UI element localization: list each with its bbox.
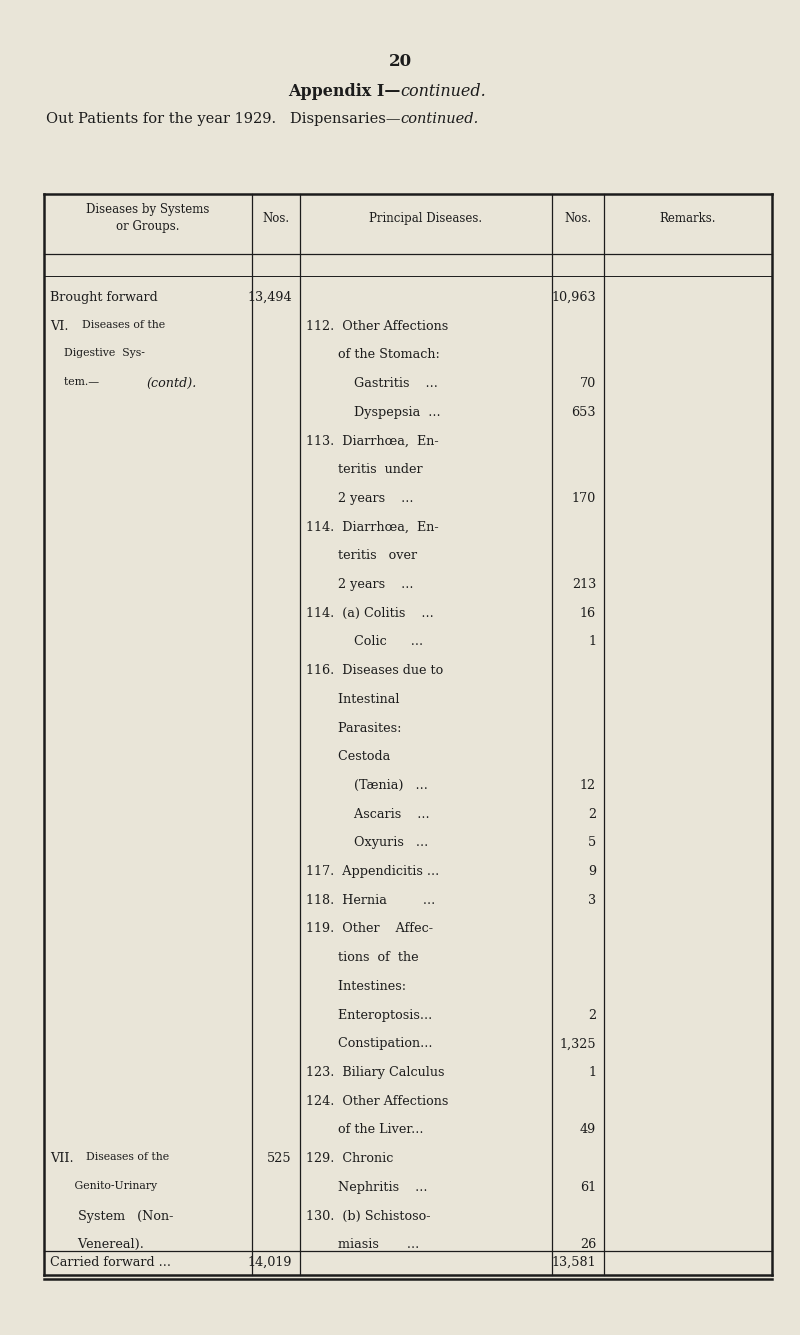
Text: 117.  Appendicitis ...: 117. Appendicitis ... xyxy=(306,865,440,878)
Text: Dyspepsia  ...: Dyspepsia ... xyxy=(306,406,441,419)
Text: teritis   over: teritis over xyxy=(306,550,418,562)
Text: Cestoda: Cestoda xyxy=(306,750,390,764)
Text: teritis  under: teritis under xyxy=(306,463,423,477)
Text: Brought forward: Brought forward xyxy=(50,291,158,304)
Text: Colic      ...: Colic ... xyxy=(306,635,423,649)
Text: Digestive  Sys-: Digestive Sys- xyxy=(50,348,146,358)
Text: 1: 1 xyxy=(588,635,596,649)
Text: Nephritis    ...: Nephritis ... xyxy=(306,1180,428,1193)
Text: 119.  Other    Affec-: 119. Other Affec- xyxy=(306,922,434,936)
Text: 2 years    ...: 2 years ... xyxy=(306,491,414,505)
Text: tions  of  the: tions of the xyxy=(306,951,419,964)
Text: (contd).: (contd). xyxy=(146,376,197,390)
Text: 16: 16 xyxy=(580,606,596,619)
Text: of the Liver...: of the Liver... xyxy=(306,1123,424,1136)
Text: Out Patients for the year 1929.   Dispensaries—: Out Patients for the year 1929. Dispensa… xyxy=(46,112,400,125)
Text: 114.  (a) Colitis    ...: 114. (a) Colitis ... xyxy=(306,606,434,619)
Text: 1: 1 xyxy=(588,1065,596,1079)
Text: Intestinal: Intestinal xyxy=(306,693,400,706)
Text: Oxyuris   ...: Oxyuris ... xyxy=(306,836,429,849)
Text: System   (Non-: System (Non- xyxy=(50,1210,174,1223)
Text: Intestines:: Intestines: xyxy=(306,980,406,993)
Text: 112.  Other Affections: 112. Other Affections xyxy=(306,319,449,332)
Text: 13,581: 13,581 xyxy=(551,1256,596,1270)
Text: 170: 170 xyxy=(572,491,596,505)
Text: tem.—: tem.— xyxy=(50,376,99,387)
Text: Appendix I—: Appendix I— xyxy=(288,83,400,100)
Text: Enteroptosis...: Enteroptosis... xyxy=(306,1009,433,1021)
Text: (Tænia)   ...: (Tænia) ... xyxy=(306,778,428,792)
Text: 2: 2 xyxy=(588,1009,596,1021)
Text: Diseases of the: Diseases of the xyxy=(82,319,166,330)
Text: Nos.: Nos. xyxy=(262,212,290,224)
Text: 49: 49 xyxy=(580,1123,596,1136)
Text: Diseases by Systems
or Groups.: Diseases by Systems or Groups. xyxy=(86,203,210,234)
Text: 20: 20 xyxy=(389,53,411,71)
Text: 10,963: 10,963 xyxy=(551,291,596,304)
Text: 123.  Biliary Calculus: 123. Biliary Calculus xyxy=(306,1065,445,1079)
Text: miasis       ...: miasis ... xyxy=(306,1238,420,1251)
Text: of the Stomach:: of the Stomach: xyxy=(306,348,440,362)
Text: Venereal).: Venereal). xyxy=(50,1238,144,1251)
Text: 70: 70 xyxy=(580,376,596,390)
Text: VI.: VI. xyxy=(50,319,82,332)
Text: 114.  Diarrhœa,  En-: 114. Diarrhœa, En- xyxy=(306,521,439,534)
Text: Carried forward ...: Carried forward ... xyxy=(50,1256,171,1270)
Text: continued.: continued. xyxy=(400,112,478,125)
Text: 213: 213 xyxy=(572,578,596,591)
Text: 2: 2 xyxy=(588,808,596,821)
Text: Nos.: Nos. xyxy=(565,212,591,224)
Text: Genito-Urinary: Genito-Urinary xyxy=(50,1180,158,1191)
Text: Principal Diseases.: Principal Diseases. xyxy=(370,212,482,224)
Text: Diseases of the: Diseases of the xyxy=(86,1152,170,1161)
Text: Remarks.: Remarks. xyxy=(660,212,716,224)
Text: 9: 9 xyxy=(588,865,596,878)
Text: Constipation...: Constipation... xyxy=(306,1037,433,1051)
Text: 124.  Other Affections: 124. Other Affections xyxy=(306,1095,449,1108)
Text: Ascaris    ...: Ascaris ... xyxy=(306,808,430,821)
Text: Parasites:: Parasites: xyxy=(306,721,402,734)
Text: 1,325: 1,325 xyxy=(559,1037,596,1051)
Text: 3: 3 xyxy=(588,894,596,906)
Text: Gastritis    ...: Gastritis ... xyxy=(306,376,438,390)
Text: 118.  Hernia         ...: 118. Hernia ... xyxy=(306,894,436,906)
Text: 129.  Chronic: 129. Chronic xyxy=(306,1152,394,1165)
Text: 14,019: 14,019 xyxy=(247,1256,292,1270)
Text: 116.  Diseases due to: 116. Diseases due to xyxy=(306,663,444,677)
Text: VII.: VII. xyxy=(50,1152,78,1165)
Text: 653: 653 xyxy=(571,406,596,419)
Text: 12: 12 xyxy=(580,778,596,792)
Text: 26: 26 xyxy=(580,1238,596,1251)
Text: 5: 5 xyxy=(588,836,596,849)
Text: 2 years    ...: 2 years ... xyxy=(306,578,414,591)
Text: 61: 61 xyxy=(580,1180,596,1193)
Text: 525: 525 xyxy=(267,1152,292,1165)
Text: 130.  (b) Schistoso-: 130. (b) Schistoso- xyxy=(306,1210,431,1223)
Text: continued.: continued. xyxy=(400,83,486,100)
Text: 13,494: 13,494 xyxy=(247,291,292,304)
Text: 113.  Diarrhœa,  En-: 113. Diarrhœa, En- xyxy=(306,434,439,447)
